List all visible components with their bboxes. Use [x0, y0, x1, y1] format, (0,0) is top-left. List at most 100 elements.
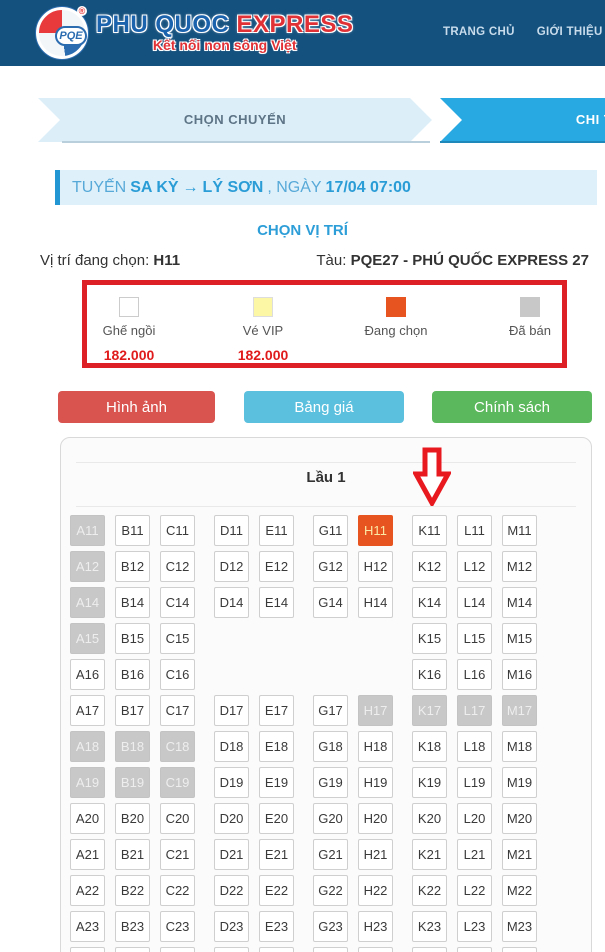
seat-L23[interactable]: L23: [457, 911, 492, 942]
seat-B16[interactable]: B16: [115, 659, 150, 690]
seat-G14[interactable]: G14: [313, 587, 348, 618]
seat-E19[interactable]: E19: [259, 767, 294, 798]
seat-L22[interactable]: L22: [457, 875, 492, 906]
seat-G24[interactable]: G24: [313, 947, 348, 952]
seat-H20[interactable]: H20: [358, 803, 393, 834]
button-bảng-giá[interactable]: Bảng giá: [244, 391, 404, 423]
seat-H18[interactable]: H18: [358, 731, 393, 762]
seat-K22[interactable]: K22: [412, 875, 447, 906]
seat-L24[interactable]: L24: [457, 947, 492, 952]
seat-G18[interactable]: G18: [313, 731, 348, 762]
step-chi-tiet[interactable]: CHI TIẾT: [440, 98, 605, 142]
seat-L18[interactable]: L18: [457, 731, 492, 762]
seat-C15[interactable]: C15: [160, 623, 195, 654]
seat-K23[interactable]: K23: [412, 911, 447, 942]
seat-H11[interactable]: H11: [358, 515, 393, 546]
seat-K15[interactable]: K15: [412, 623, 447, 654]
seat-E14[interactable]: E14: [259, 587, 294, 618]
seat-C17[interactable]: C17: [160, 695, 195, 726]
seat-C16[interactable]: C16: [160, 659, 195, 690]
seat-L11[interactable]: L11: [457, 515, 492, 546]
seat-G21[interactable]: G21: [313, 839, 348, 870]
seat-C12[interactable]: C12: [160, 551, 195, 582]
seat-D24[interactable]: D24: [214, 947, 249, 952]
seat-M23[interactable]: M23: [502, 911, 537, 942]
seat-M14[interactable]: M14: [502, 587, 537, 618]
seat-B21[interactable]: B21: [115, 839, 150, 870]
seat-A16[interactable]: A16: [70, 659, 105, 690]
seat-C21[interactable]: C21: [160, 839, 195, 870]
seat-H21[interactable]: H21: [358, 839, 393, 870]
seat-K20[interactable]: K20: [412, 803, 447, 834]
seat-D22[interactable]: D22: [214, 875, 249, 906]
seat-M12[interactable]: M12: [502, 551, 537, 582]
seat-C11[interactable]: C11: [160, 515, 195, 546]
seat-M20[interactable]: M20: [502, 803, 537, 834]
seat-B12[interactable]: B12: [115, 551, 150, 582]
seat-L20[interactable]: L20: [457, 803, 492, 834]
seat-H12[interactable]: H12: [358, 551, 393, 582]
seat-G22[interactable]: G22: [313, 875, 348, 906]
seat-D21[interactable]: D21: [214, 839, 249, 870]
seat-K24[interactable]: K24: [412, 947, 447, 952]
seat-M19[interactable]: M19: [502, 767, 537, 798]
seat-D19[interactable]: D19: [214, 767, 249, 798]
seat-B22[interactable]: B22: [115, 875, 150, 906]
step-chon-chuyen[interactable]: CHỌN CHUYẾN: [38, 98, 432, 142]
seat-L14[interactable]: L14: [457, 587, 492, 618]
seat-D14[interactable]: D14: [214, 587, 249, 618]
seat-B23[interactable]: B23: [115, 911, 150, 942]
seat-E22[interactable]: E22: [259, 875, 294, 906]
seat-E18[interactable]: E18: [259, 731, 294, 762]
seat-B24[interactable]: B24: [115, 947, 150, 952]
seat-K21[interactable]: K21: [412, 839, 447, 870]
button-chính-sách[interactable]: Chính sách: [432, 391, 592, 423]
seat-B14[interactable]: B14: [115, 587, 150, 618]
logo[interactable]: PQE ® PHU QUOC EXPRESS Kết nối non sông …: [36, 6, 353, 59]
seat-K18[interactable]: K18: [412, 731, 447, 762]
seat-K14[interactable]: K14: [412, 587, 447, 618]
seat-D23[interactable]: D23: [214, 911, 249, 942]
seat-A17[interactable]: A17: [70, 695, 105, 726]
seat-H23[interactable]: H23: [358, 911, 393, 942]
seat-L21[interactable]: L21: [457, 839, 492, 870]
seat-M24[interactable]: M24: [502, 947, 537, 952]
seat-D11[interactable]: D11: [214, 515, 249, 546]
seat-B11[interactable]: B11: [115, 515, 150, 546]
seat-L12[interactable]: L12: [457, 551, 492, 582]
seat-K11[interactable]: K11: [412, 515, 447, 546]
button-hình-ảnh[interactable]: Hình ảnh: [58, 391, 215, 423]
seat-A21[interactable]: A21: [70, 839, 105, 870]
seat-D20[interactable]: D20: [214, 803, 249, 834]
seat-M11[interactable]: M11: [502, 515, 537, 546]
seat-C23[interactable]: C23: [160, 911, 195, 942]
seat-E24[interactable]: E24: [259, 947, 294, 952]
seat-K16[interactable]: K16: [412, 659, 447, 690]
seat-A22[interactable]: A22: [70, 875, 105, 906]
seat-L16[interactable]: L16: [457, 659, 492, 690]
seat-A20[interactable]: A20: [70, 803, 105, 834]
seat-D18[interactable]: D18: [214, 731, 249, 762]
seat-E11[interactable]: E11: [259, 515, 294, 546]
seat-E20[interactable]: E20: [259, 803, 294, 834]
seat-M16[interactable]: M16: [502, 659, 537, 690]
seat-G19[interactable]: G19: [313, 767, 348, 798]
seat-H19[interactable]: H19: [358, 767, 393, 798]
seat-A23[interactable]: A23: [70, 911, 105, 942]
seat-L19[interactable]: L19: [457, 767, 492, 798]
seat-C20[interactable]: C20: [160, 803, 195, 834]
seat-E23[interactable]: E23: [259, 911, 294, 942]
seat-D17[interactable]: D17: [214, 695, 249, 726]
seat-B15[interactable]: B15: [115, 623, 150, 654]
seat-L15[interactable]: L15: [457, 623, 492, 654]
seat-D12[interactable]: D12: [214, 551, 249, 582]
seat-H22[interactable]: H22: [358, 875, 393, 906]
seat-M21[interactable]: M21: [502, 839, 537, 870]
seat-B20[interactable]: B20: [115, 803, 150, 834]
seat-K12[interactable]: K12: [412, 551, 447, 582]
seat-C14[interactable]: C14: [160, 587, 195, 618]
seat-M15[interactable]: M15: [502, 623, 537, 654]
seat-H24[interactable]: H24: [358, 947, 393, 952]
seat-H14[interactable]: H14: [358, 587, 393, 618]
seat-E21[interactable]: E21: [259, 839, 294, 870]
